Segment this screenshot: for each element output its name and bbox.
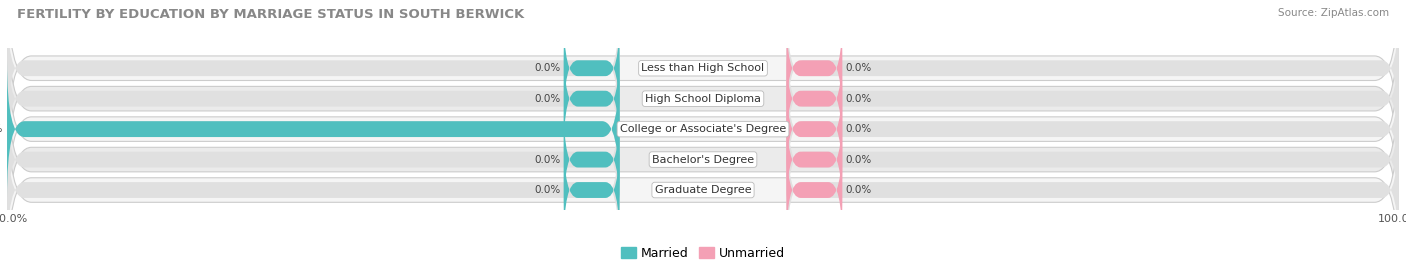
- FancyBboxPatch shape: [786, 30, 1399, 167]
- FancyBboxPatch shape: [7, 122, 620, 258]
- Text: 0.0%: 0.0%: [845, 185, 872, 195]
- FancyBboxPatch shape: [7, 30, 620, 167]
- FancyBboxPatch shape: [7, 0, 1399, 162]
- Legend: Married, Unmarried: Married, Unmarried: [616, 242, 790, 265]
- FancyBboxPatch shape: [564, 46, 620, 152]
- FancyBboxPatch shape: [786, 46, 842, 152]
- FancyBboxPatch shape: [7, 61, 620, 197]
- FancyBboxPatch shape: [786, 76, 842, 182]
- FancyBboxPatch shape: [7, 61, 620, 197]
- FancyBboxPatch shape: [786, 0, 1399, 136]
- FancyBboxPatch shape: [786, 91, 1399, 228]
- Text: 0.0%: 0.0%: [845, 63, 872, 73]
- FancyBboxPatch shape: [7, 65, 1399, 254]
- FancyBboxPatch shape: [786, 15, 842, 121]
- FancyBboxPatch shape: [7, 4, 1399, 193]
- Text: Source: ZipAtlas.com: Source: ZipAtlas.com: [1278, 8, 1389, 18]
- FancyBboxPatch shape: [786, 61, 1399, 197]
- Text: 0.0%: 0.0%: [534, 63, 561, 73]
- Text: 0.0%: 0.0%: [845, 155, 872, 165]
- Text: 0.0%: 0.0%: [534, 185, 561, 195]
- FancyBboxPatch shape: [7, 91, 620, 228]
- FancyBboxPatch shape: [7, 0, 620, 136]
- FancyBboxPatch shape: [564, 137, 620, 243]
- Text: Bachelor's Degree: Bachelor's Degree: [652, 155, 754, 165]
- Text: 0.0%: 0.0%: [845, 94, 872, 104]
- Text: 0.0%: 0.0%: [534, 94, 561, 104]
- Text: Less than High School: Less than High School: [641, 63, 765, 73]
- Text: 0.0%: 0.0%: [845, 124, 872, 134]
- FancyBboxPatch shape: [564, 107, 620, 213]
- FancyBboxPatch shape: [786, 107, 842, 213]
- Text: 0.0%: 0.0%: [534, 155, 561, 165]
- FancyBboxPatch shape: [786, 137, 842, 243]
- FancyBboxPatch shape: [7, 96, 1399, 269]
- Text: High School Diploma: High School Diploma: [645, 94, 761, 104]
- Text: College or Associate's Degree: College or Associate's Degree: [620, 124, 786, 134]
- Text: FERTILITY BY EDUCATION BY MARRIAGE STATUS IN SOUTH BERWICK: FERTILITY BY EDUCATION BY MARRIAGE STATU…: [17, 8, 524, 21]
- FancyBboxPatch shape: [564, 15, 620, 121]
- Text: Graduate Degree: Graduate Degree: [655, 185, 751, 195]
- Text: 100.0%: 100.0%: [0, 124, 4, 134]
- FancyBboxPatch shape: [786, 122, 1399, 258]
- FancyBboxPatch shape: [7, 35, 1399, 224]
